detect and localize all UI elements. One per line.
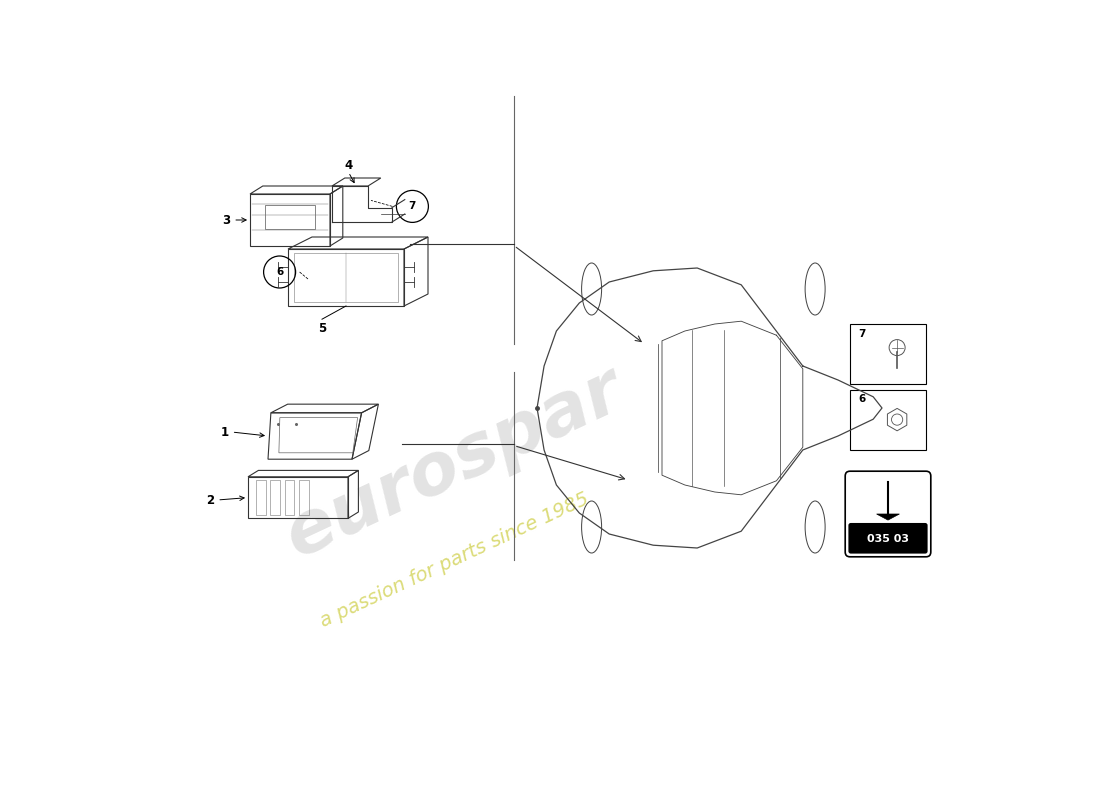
Text: a passion for parts since 1985: a passion for parts since 1985 (317, 489, 592, 631)
Text: 6: 6 (858, 394, 866, 404)
Text: 3: 3 (222, 214, 230, 226)
Text: 7: 7 (858, 329, 866, 339)
Text: 035 03: 035 03 (867, 534, 909, 544)
FancyBboxPatch shape (848, 523, 927, 554)
Text: eurospar: eurospar (274, 356, 634, 572)
Text: 7: 7 (409, 202, 416, 211)
Text: 1: 1 (220, 426, 229, 438)
Text: 4: 4 (344, 159, 352, 172)
Text: 6: 6 (276, 267, 283, 277)
Text: 2: 2 (206, 494, 214, 506)
Text: 5: 5 (318, 322, 326, 335)
Polygon shape (877, 514, 900, 520)
